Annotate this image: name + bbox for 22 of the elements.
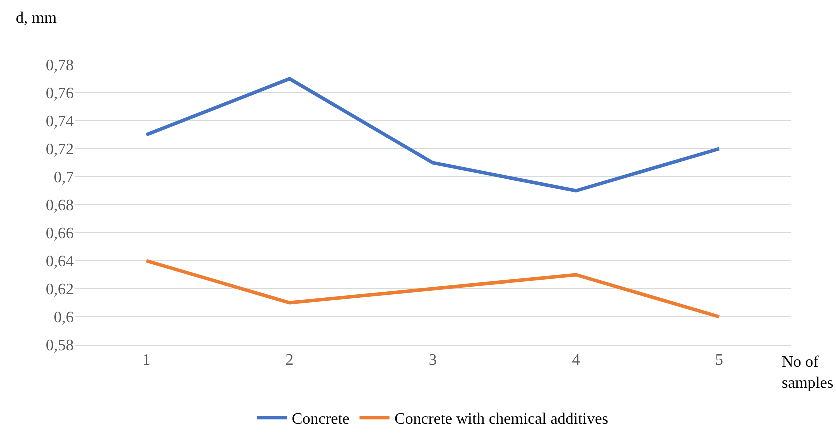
y-tick-label: 0,62 — [46, 282, 74, 299]
y-tick-label: 0,6 — [54, 310, 74, 327]
legend-label: Concrete with chemical additives — [394, 411, 608, 428]
x-axis-title: No of samples — [782, 354, 834, 392]
line-series — [144, 259, 722, 319]
legend-label: Concrete — [292, 411, 350, 428]
x-tick-label: 1 — [142, 352, 151, 370]
y-tick-label: 0,66 — [46, 226, 74, 243]
x-tick-label: 4 — [572, 352, 580, 370]
y-axis-title: d, mm — [16, 10, 58, 27]
x-tick-label: 5 — [715, 352, 724, 370]
x-tick-label: 2 — [286, 352, 294, 370]
y-tick-label: 0,7 — [54, 170, 74, 187]
y-tick-label: 0,64 — [46, 254, 74, 271]
y-tick-label: 0,72 — [46, 142, 74, 159]
y-tick-label: 0,78 — [46, 58, 74, 75]
y-tick-label: 0,58 — [46, 338, 74, 355]
y-tick-label: 0,74 — [46, 114, 74, 131]
y-tick-label: 0,76 — [46, 86, 74, 103]
x-tick-label: 3 — [429, 352, 437, 370]
line-series — [144, 77, 722, 193]
y-tick-label: 0,68 — [46, 198, 74, 215]
